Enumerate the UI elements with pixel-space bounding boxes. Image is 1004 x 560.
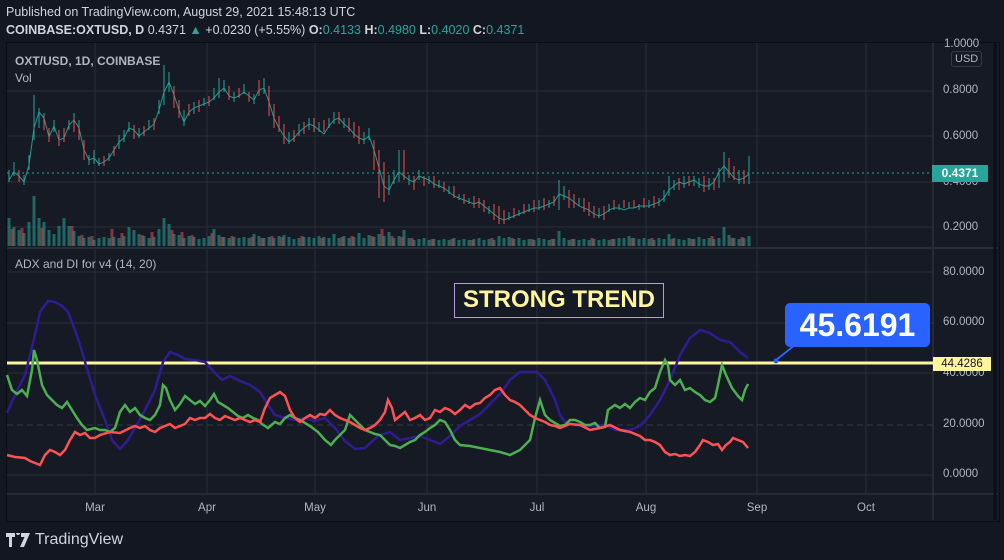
y-tick: 1.0000 <box>944 38 980 50</box>
y-tick: 0.2000 <box>943 221 979 233</box>
tradingview-logo-icon <box>6 533 30 547</box>
up-arrow-icon: ▲ <box>189 23 202 37</box>
price-pane-title: OXT/USD, 1D, COINBASE <box>15 54 161 68</box>
close-label: C: <box>472 23 487 37</box>
y-tick: 60.0000 <box>943 316 985 328</box>
open-label: O: <box>308 23 323 37</box>
threshold-tag: 44.4286 <box>933 357 991 371</box>
high-label: H: <box>364 23 378 37</box>
x-tick: Sep <box>746 502 768 514</box>
chart-frame[interactable] <box>6 42 1000 522</box>
y-tick: 0.6000 <box>943 130 979 142</box>
x-tick: Mar <box>85 502 105 514</box>
price-change: +0.0230 (+5.55%) <box>205 23 306 37</box>
close-value: 0.4371 <box>486 23 525 37</box>
high-value: 0.4980 <box>377 23 416 37</box>
y-tick: 0.8000 <box>943 84 979 96</box>
published-info: Published on TradingView.com, August 29,… <box>6 5 356 19</box>
last-price: 0.4371 <box>147 23 186 37</box>
currency-badge[interactable]: USD <box>951 51 983 67</box>
x-tick: Aug <box>635 502 657 514</box>
ticker-summary: COINBASE:OXTUSD, D 0.4371 ▲ +0.0230 (+5.… <box>6 23 524 37</box>
x-tick: Oct <box>857 502 875 514</box>
low-label: L: <box>419 23 432 37</box>
x-tick: Jul <box>529 502 545 514</box>
last-price-tag: 0.4371 <box>932 165 988 182</box>
candles <box>8 65 750 224</box>
indicator-pane-title: ADX and DI for v4 (14, 20) <box>15 257 157 271</box>
x-tick: Jun <box>417 502 437 514</box>
y-tick: 80.0000 <box>943 266 985 278</box>
y-tick: 20.0000 <box>943 418 985 430</box>
x-tick: Apr <box>198 502 216 514</box>
symbol: COINBASE:OXTUSD, D <box>6 23 145 37</box>
adx-value-callout[interactable]: 45.6191 <box>785 303 930 347</box>
tradingview-logo-text: TradingView <box>35 531 124 548</box>
low-value: 0.4020 <box>431 23 470 37</box>
strong-trend-annotation[interactable]: STRONG TREND <box>454 283 664 318</box>
tradingview-logo[interactable]: TradingView <box>6 531 123 549</box>
open-value: 0.4133 <box>322 23 361 37</box>
x-tick: May <box>304 502 326 514</box>
y-tick: 0.0000 <box>943 468 979 480</box>
volume-label: Vol <box>15 71 32 85</box>
